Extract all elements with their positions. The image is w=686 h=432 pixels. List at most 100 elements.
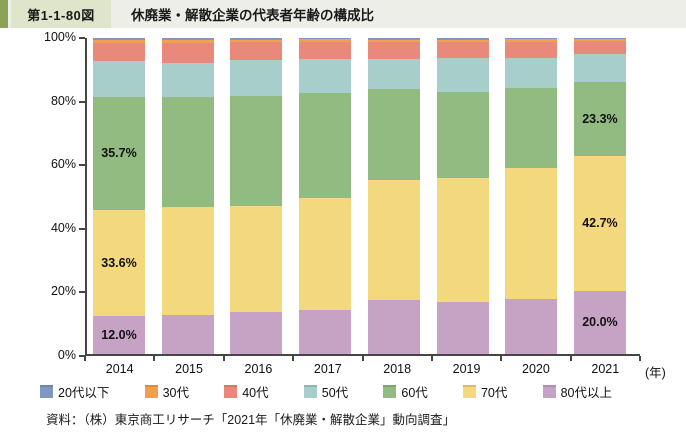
data-label: 42.7% bbox=[582, 216, 618, 231]
legend-swatch bbox=[144, 385, 158, 398]
segment-50代-2021 bbox=[573, 54, 626, 83]
x-tick-mark bbox=[569, 356, 572, 361]
legend-item-60代: 60代 bbox=[383, 382, 428, 401]
segment-70代-2019 bbox=[436, 177, 489, 303]
y-tick-mark bbox=[79, 164, 85, 167]
segment-80代以上-2019 bbox=[436, 302, 489, 354]
segment-20代以下-2021 bbox=[573, 38, 626, 39]
data-label: 23.3% bbox=[582, 112, 618, 127]
y-tick-label: 60% bbox=[50, 157, 76, 172]
segment-60代-2017 bbox=[299, 92, 352, 198]
x-tick-mark bbox=[222, 356, 225, 361]
x-category-label: 2017 bbox=[313, 362, 342, 376]
x-tick-mark bbox=[153, 356, 156, 361]
segment-40代-2014 bbox=[93, 42, 145, 62]
segment-80代以上-2015 bbox=[161, 315, 214, 354]
figure-header: 第1-1-80図 休廃業・解散企業の代表者年齢の構成比 bbox=[0, 0, 686, 28]
segment-30代-2015 bbox=[161, 39, 214, 44]
segment-80代以上-2020 bbox=[505, 298, 558, 354]
segment-30代-2020 bbox=[505, 39, 558, 42]
segment-30代-2017 bbox=[299, 39, 352, 42]
bar-2014: 35.7% 33.6% 12.0% bbox=[93, 38, 145, 354]
legend-swatch bbox=[303, 385, 317, 398]
legend-item-20代以下: 20代以下 bbox=[40, 382, 109, 401]
segment-70代-2021: 42.7% bbox=[573, 155, 626, 291]
legend-label: 50代 bbox=[321, 386, 349, 400]
data-label: 35.7% bbox=[101, 146, 137, 161]
y-tick-label: 20% bbox=[50, 284, 76, 299]
legend-label: 60代 bbox=[401, 386, 428, 400]
x-category-label: 2016 bbox=[244, 362, 273, 376]
legend-label: 70代 bbox=[480, 386, 508, 400]
x-tick-mark bbox=[430, 356, 433, 361]
bar-2019 bbox=[436, 38, 489, 354]
segment-30代-2016 bbox=[230, 39, 283, 43]
legend-item-80代以上: 80代以上 bbox=[542, 382, 612, 401]
data-label: 33.6% bbox=[101, 255, 137, 270]
segment-80代以上-2021: 20.0% bbox=[573, 290, 626, 354]
legend-item-40代: 40代 bbox=[224, 382, 269, 401]
y-tick-mark bbox=[79, 291, 85, 294]
segment-60代-2019 bbox=[436, 92, 489, 178]
segment-40代-2019 bbox=[436, 41, 489, 58]
segment-30代-2021 bbox=[573, 38, 626, 41]
x-category-label: 2021 bbox=[591, 362, 620, 376]
segment-50代-2020 bbox=[505, 57, 558, 89]
y-tick-mark bbox=[79, 355, 85, 357]
segment-40代-2018 bbox=[367, 42, 420, 60]
x-category-label: 2020 bbox=[522, 362, 550, 376]
legend-swatch bbox=[224, 385, 238, 398]
x-axis-unit-label: (年) bbox=[645, 366, 666, 380]
x-category-label: 2018 bbox=[383, 362, 412, 376]
x-tick-mark bbox=[361, 356, 364, 361]
segment-80代以上-2018 bbox=[367, 300, 420, 354]
segment-60代-2018 bbox=[367, 89, 420, 180]
figure-number-label: 第1-1-80図 bbox=[11, 0, 111, 28]
segment-70代-2020 bbox=[505, 167, 558, 299]
source-note: 資料：（株）東京商工リサーチ「2021年「休廃業・解散企業」動向調査」 bbox=[46, 413, 456, 427]
segment-80代以上-2014: 12.0% bbox=[93, 316, 145, 354]
x-tick-mark bbox=[292, 356, 295, 361]
segment-20代以下-2020 bbox=[505, 38, 558, 40]
y-tick-mark bbox=[79, 37, 85, 39]
legend-swatch bbox=[383, 385, 397, 398]
plot-area: 35.7% 33.6% 12.0% 23.3% 42.7% 20.0% bbox=[85, 38, 640, 356]
segment-70代-2017 bbox=[299, 197, 352, 310]
legend-item-70代: 70代 bbox=[462, 382, 508, 401]
legend-item-30代: 30代 bbox=[144, 382, 189, 401]
data-label: 20.0% bbox=[582, 315, 618, 330]
segment-30代-2018 bbox=[367, 39, 420, 43]
legend-label: 80代以上 bbox=[560, 386, 612, 400]
x-tick-mark bbox=[639, 356, 641, 361]
segment-40代-2020 bbox=[505, 41, 558, 58]
bar-2016 bbox=[230, 38, 283, 354]
segment-50代-2018 bbox=[367, 59, 420, 90]
bar-2020 bbox=[505, 38, 558, 354]
legend-swatch bbox=[462, 385, 476, 398]
legend-swatch bbox=[40, 385, 53, 398]
segment-40代-2015 bbox=[161, 43, 214, 63]
x-tick-mark bbox=[84, 356, 86, 361]
segment-60代-2021: 23.3% bbox=[573, 82, 626, 156]
bar-2018 bbox=[367, 38, 420, 354]
data-label: 12.0% bbox=[101, 328, 137, 342]
segment-20代以下-2017 bbox=[299, 38, 352, 40]
legend-swatch bbox=[542, 385, 556, 398]
segment-60代-2015 bbox=[161, 96, 214, 208]
segment-60代-2020 bbox=[505, 88, 558, 168]
legend-label: 40代 bbox=[242, 386, 269, 400]
y-tick-mark bbox=[79, 100, 85, 103]
x-category-label: 2015 bbox=[175, 362, 203, 376]
segment-50代-2017 bbox=[299, 59, 352, 93]
segment-40代-2016 bbox=[230, 42, 283, 61]
segment-50代-2015 bbox=[161, 62, 214, 97]
segment-30代-2019 bbox=[436, 39, 489, 42]
segment-50代-2014 bbox=[93, 61, 145, 98]
legend-label: 30代 bbox=[162, 386, 189, 400]
segment-60代-2016 bbox=[230, 95, 283, 206]
legend: 20代以下 30代 40代 50代 60代 70代 80代以上 bbox=[40, 382, 612, 401]
segment-40代-2021 bbox=[573, 40, 626, 55]
segment-20代以下-2014 bbox=[93, 38, 145, 40]
segment-70代-2014: 33.6% bbox=[93, 209, 145, 317]
segment-20代以下-2016 bbox=[230, 38, 283, 40]
